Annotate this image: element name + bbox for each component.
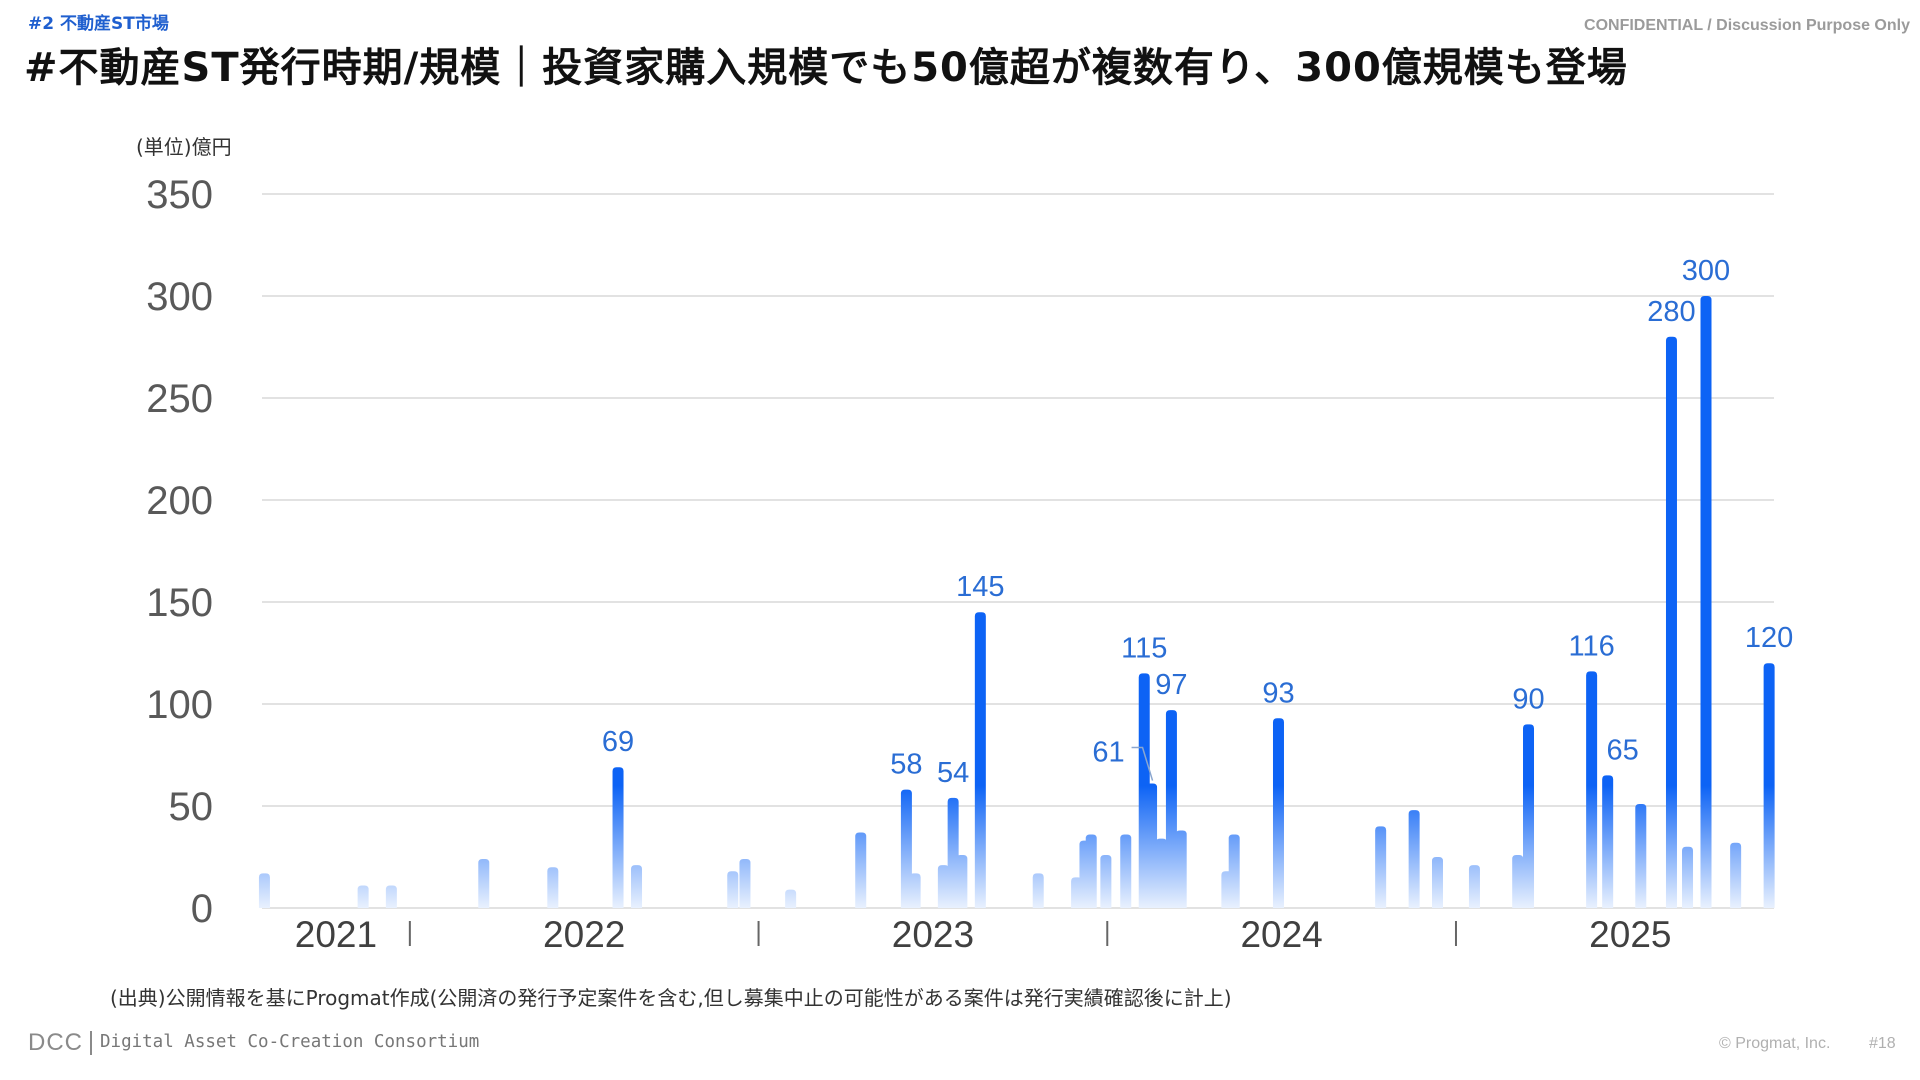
- confidential-notice: CONFIDENTIAL / Discussion Purpose Only: [1584, 17, 1910, 34]
- data-label: 120: [1745, 622, 1793, 654]
- bar-3: [385, 885, 397, 908]
- bar-42: [1682, 846, 1694, 908]
- bar-4: [478, 859, 490, 908]
- bar-31: [1272, 718, 1284, 908]
- gridlines: [262, 193, 1774, 909]
- bar-14: [937, 865, 949, 908]
- x-tick-label: 2025: [1589, 914, 1671, 955]
- x-tick-label: 2022: [543, 914, 625, 955]
- bar-39: [1602, 775, 1614, 908]
- section-tag: #2 不動産ST市場: [28, 14, 169, 34]
- data-label: 54: [937, 757, 969, 789]
- data-label-leader-line: [1131, 746, 1154, 781]
- y-axis-unit-label: (単位)億円: [136, 135, 232, 159]
- bar-43: [1700, 296, 1712, 908]
- x-axis: 2021 2022 2023 2024 2025: [295, 914, 1672, 955]
- bar-45: [1763, 663, 1775, 908]
- bar-41: [1665, 336, 1677, 908]
- x-tick-label: 2024: [1240, 914, 1322, 955]
- y-tick-label: 250: [146, 377, 213, 421]
- bar-1: [258, 873, 270, 908]
- y-tick-label: 50: [169, 785, 214, 829]
- bar-11: [855, 832, 867, 908]
- bar-40: [1635, 803, 1647, 908]
- bar-21: [1085, 834, 1097, 908]
- bar-28: [1175, 830, 1187, 908]
- x-tick-label: 2023: [892, 914, 974, 955]
- bar-38: [1586, 671, 1598, 908]
- data-label: 116: [1569, 630, 1615, 662]
- y-tick-label: 0: [191, 887, 213, 931]
- bar-35: [1468, 865, 1480, 908]
- bar-17: [974, 612, 986, 908]
- footer-divider: [90, 1031, 92, 1055]
- data-label: 93: [1262, 677, 1294, 709]
- y-tick-label: 150: [146, 581, 213, 625]
- consortium-name: Digital Asset Co-Creation Consortium: [100, 1032, 480, 1052]
- bar-16: [956, 854, 968, 908]
- data-label: 65: [1607, 734, 1639, 766]
- bar-7: [631, 865, 643, 908]
- y-tick-label: 200: [146, 479, 213, 523]
- bar-44: [1730, 842, 1742, 908]
- bar-27: [1165, 710, 1177, 908]
- data-label: 300: [1682, 255, 1730, 287]
- bar-25: [1146, 783, 1158, 908]
- bar-22: [1100, 854, 1112, 908]
- bar-19: [1071, 877, 1083, 908]
- bar-18: [1032, 873, 1044, 908]
- bar-2: [357, 885, 369, 908]
- bar-26: [1155, 838, 1167, 908]
- data-label: 97: [1155, 669, 1187, 701]
- bar-36: [1512, 854, 1524, 908]
- bar-15: [947, 797, 959, 908]
- bars: [258, 296, 1775, 908]
- copyright: © Progmat, Inc.: [1719, 1035, 1831, 1052]
- x-tick-label: 2021: [295, 914, 377, 955]
- data-label: 69: [602, 726, 634, 758]
- bar-10: [785, 889, 797, 908]
- page-number: #18: [1869, 1035, 1896, 1052]
- bar-30: [1228, 834, 1240, 908]
- bar-13: [909, 873, 921, 908]
- data-labels: 69 58 54 145 115 61 97 93 90 116 65 280 300 120: [602, 255, 1793, 789]
- bar-8: [727, 871, 739, 908]
- source-note: (出典)公開情報を基にProgmat作成(公開済の発行予定案件を含む,但し募集中…: [110, 986, 1232, 1010]
- bar-6: [612, 767, 624, 908]
- y-tick-label: 300: [146, 275, 213, 319]
- dcc-logo: DCC: [28, 1029, 83, 1056]
- data-label: 90: [1512, 683, 1544, 715]
- bar-34: [1431, 857, 1443, 908]
- y-tick-label: 100: [146, 683, 213, 727]
- data-label: 280: [1647, 296, 1695, 328]
- data-label: 61: [1092, 737, 1124, 769]
- data-label: 115: [1121, 632, 1167, 664]
- bar-12: [900, 789, 912, 908]
- data-label: 145: [956, 571, 1004, 603]
- page-title: #不動産ST発行時期/規模｜投資家購入規模でも50億超が複数有り、300億規模も…: [24, 45, 1628, 91]
- data-label: 58: [890, 749, 922, 781]
- bar-33: [1408, 810, 1420, 908]
- bar-37: [1523, 724, 1535, 908]
- y-tick-label: 350: [146, 173, 213, 217]
- bar-5: [547, 867, 559, 908]
- bar-23: [1120, 834, 1132, 908]
- bar-9: [739, 859, 751, 908]
- bar-32: [1375, 826, 1387, 908]
- y-axis: 0 50 100 150 200 250 300 350: [146, 173, 213, 931]
